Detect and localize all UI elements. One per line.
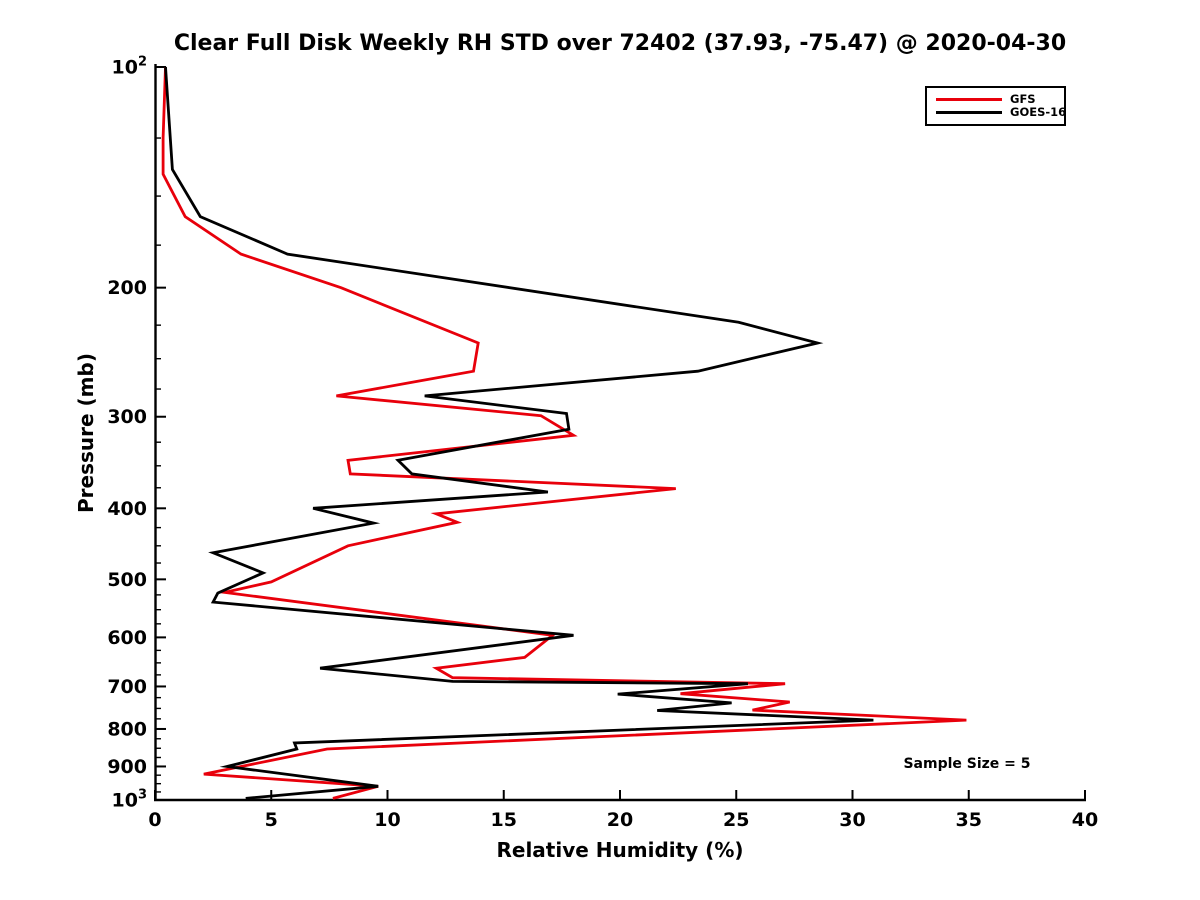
y-tick-label: 200 — [107, 277, 147, 299]
gfs-line-swatch — [936, 97, 1002, 102]
y-tick-label: 400 — [107, 498, 147, 520]
x-tick-label: 25 — [723, 809, 749, 831]
goes16-line — [164, 66, 874, 800]
legend-item-gfs: GFS — [936, 93, 1056, 106]
legend-label-gfs: GFS — [1010, 92, 1036, 106]
x-tick-label: 10 — [374, 809, 400, 831]
y-tick-label: 102 — [112, 55, 148, 79]
x-tick-label: 5 — [265, 809, 278, 831]
x-tick-label: 0 — [148, 809, 161, 831]
y-tick-label: 500 — [107, 569, 147, 591]
legend-label-goes16: GOES-16 — [1010, 105, 1067, 119]
y-tick-label: 103 — [112, 788, 148, 812]
x-tick-label: 30 — [839, 809, 865, 831]
goes16-line-swatch — [936, 110, 1002, 115]
y-tick-label: 900 — [107, 756, 147, 778]
legend-item-goes16: GOES-16 — [936, 106, 1066, 119]
x-tick-label: 15 — [491, 809, 517, 831]
y-tick-label: 300 — [107, 406, 147, 428]
gfs-line — [161, 66, 967, 800]
x-axis-label: Relative Humidity (%) — [496, 838, 744, 862]
y-axis-label: Pressure (mb) — [74, 353, 98, 513]
chart-title: Clear Full Disk Weekly RH STD over 72402… — [173, 31, 1067, 56]
x-tick-label: 35 — [956, 809, 982, 831]
sample-size-annotation: Sample Size = 5 — [903, 756, 1031, 772]
y-tick-label: 700 — [107, 676, 147, 698]
y-tick-label: 600 — [107, 627, 147, 649]
x-tick-label: 40 — [1072, 809, 1098, 831]
y-tick-label: 800 — [107, 718, 147, 740]
x-tick-label: 20 — [607, 809, 633, 831]
legend: GFS GOES-16 — [925, 86, 1066, 126]
